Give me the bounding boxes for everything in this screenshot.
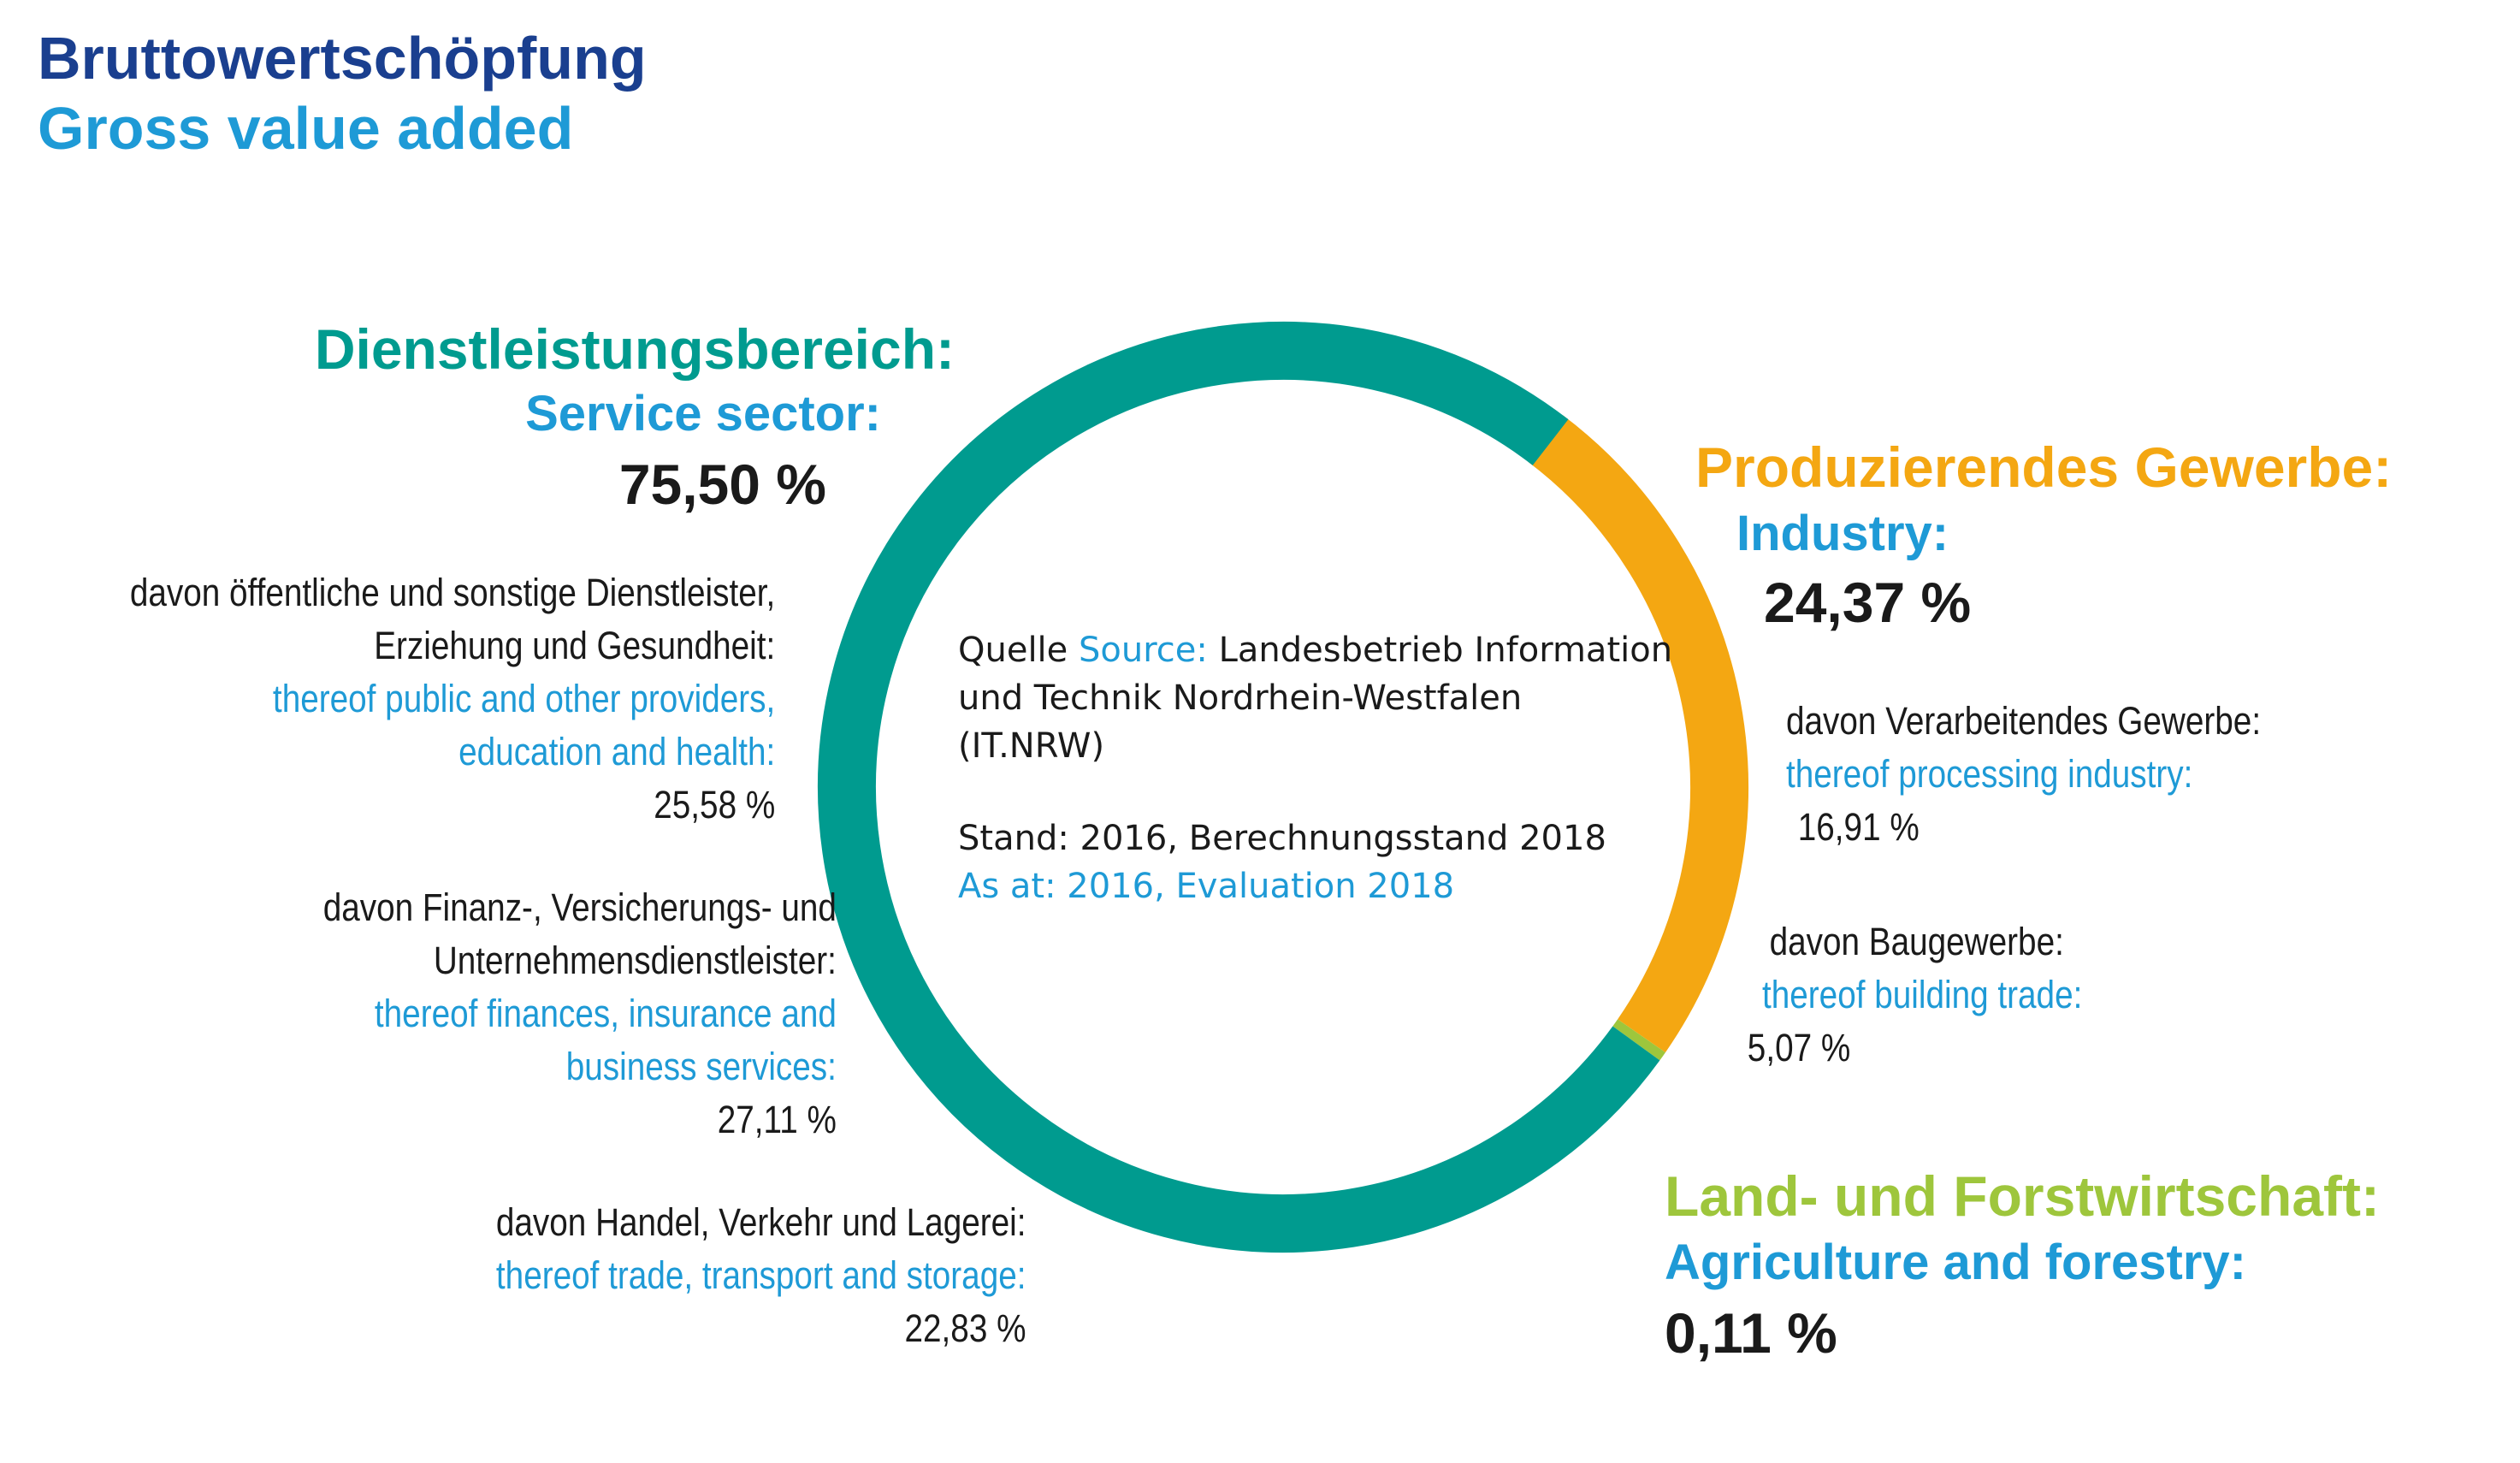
service-sub-public-value: 25,58 % bbox=[653, 783, 775, 826]
service-sub-finance-de2: Unternehmensdienstleister: bbox=[433, 939, 837, 982]
source-line2: und Technik Nordrhein-Westfalen bbox=[958, 678, 1523, 718]
source-stand-de: Stand: 2016, Berechnungsstand 2018 bbox=[958, 819, 1606, 858]
service-label-de: Dienstleistungsbereich: bbox=[314, 317, 955, 381]
service-sub-finance-de1: davon Finanz-, Versicherungs- und bbox=[322, 886, 837, 929]
industry-sub-building-de1: davon Baugewerbe: bbox=[1769, 920, 2064, 963]
donut-slice-agriculture bbox=[1612, 1019, 1665, 1061]
service-value: 75,50 % bbox=[618, 453, 826, 516]
service-sub-trade: davon Handel, Verkehr und Lagerei: there… bbox=[496, 1196, 1026, 1355]
service-sub-trade-en1: thereof trade, transport and storage: bbox=[496, 1253, 1026, 1297]
industry-label-en: Industry: bbox=[1736, 506, 1949, 561]
source-stand-en: As at: 2016, Evaluation 2018 bbox=[958, 867, 1455, 906]
agriculture-label-de: Land- und Forstwirtschaft: bbox=[1665, 1164, 2380, 1228]
service-label-en: Service sector: bbox=[525, 386, 881, 441]
donut-slice-service bbox=[818, 322, 1660, 1253]
industry-sub-building-en1: thereof building trade: bbox=[1762, 973, 2083, 1016]
service-sub-finance-value: 27,11 % bbox=[717, 1098, 837, 1141]
service-sub-trade-value: 22,83 % bbox=[904, 1306, 1026, 1350]
source-line1: Landesbetrieb Information bbox=[1218, 631, 1673, 670]
industry-sub-processing-value: 16,91 % bbox=[1797, 805, 1920, 849]
service-sub-trade-de1: davon Handel, Verkehr und Lagerei: bbox=[496, 1200, 1026, 1244]
industry-sub-processing-en1: thereof processing industry: bbox=[1786, 752, 2193, 796]
agriculture-value: 0,11 % bbox=[1665, 1301, 1837, 1365]
agriculture-label-en: Agriculture and forestry: bbox=[1665, 1235, 2246, 1290]
donut-slice-industry bbox=[1528, 415, 1748, 1053]
source-note: Quelle Source: Landesbetrieb Information… bbox=[958, 626, 1672, 910]
industry-sub-building: davon Baugewerbe: thereof building trade… bbox=[1748, 915, 2083, 1075]
page-title-en: Gross value added bbox=[38, 95, 574, 162]
industry-value: 24,37 % bbox=[1764, 571, 1972, 634]
service-sub-public-de2: Erziehung und Gesundheit: bbox=[373, 624, 775, 667]
industry-sub-building-value: 5,07 % bbox=[1747, 1026, 1851, 1069]
industry-sub-processing: davon Verarbeitendes Gewerbe: thereof pr… bbox=[1786, 695, 2261, 854]
service-sub-public-en1: thereof public and other providers, bbox=[272, 677, 775, 720]
page-title-de: Bruttowertschöpfung bbox=[38, 25, 647, 92]
service-sub-public-en2: education and health: bbox=[458, 730, 775, 773]
industry-sub-processing-de1: davon Verarbeitendes Gewerbe: bbox=[1786, 699, 2262, 743]
source-quelle: Quelle bbox=[958, 631, 1068, 670]
service-sub-public: davon öffentliche und sonstige Dienstlei… bbox=[130, 566, 775, 832]
source-line3: (IT.NRW) bbox=[958, 726, 1105, 766]
service-sub-finance: davon Finanz-, Versicherungs- und Untern… bbox=[323, 881, 837, 1146]
source-label-en: Source: bbox=[1079, 631, 1208, 670]
service-sub-public-de1: davon öffentliche und sonstige Dienstlei… bbox=[129, 571, 775, 614]
service-sub-finance-en1: thereof finances, insurance and bbox=[374, 992, 837, 1035]
industry-label-de: Produzierendes Gewerbe: bbox=[1695, 435, 2393, 499]
service-sub-finance-en2: business services: bbox=[565, 1045, 837, 1088]
